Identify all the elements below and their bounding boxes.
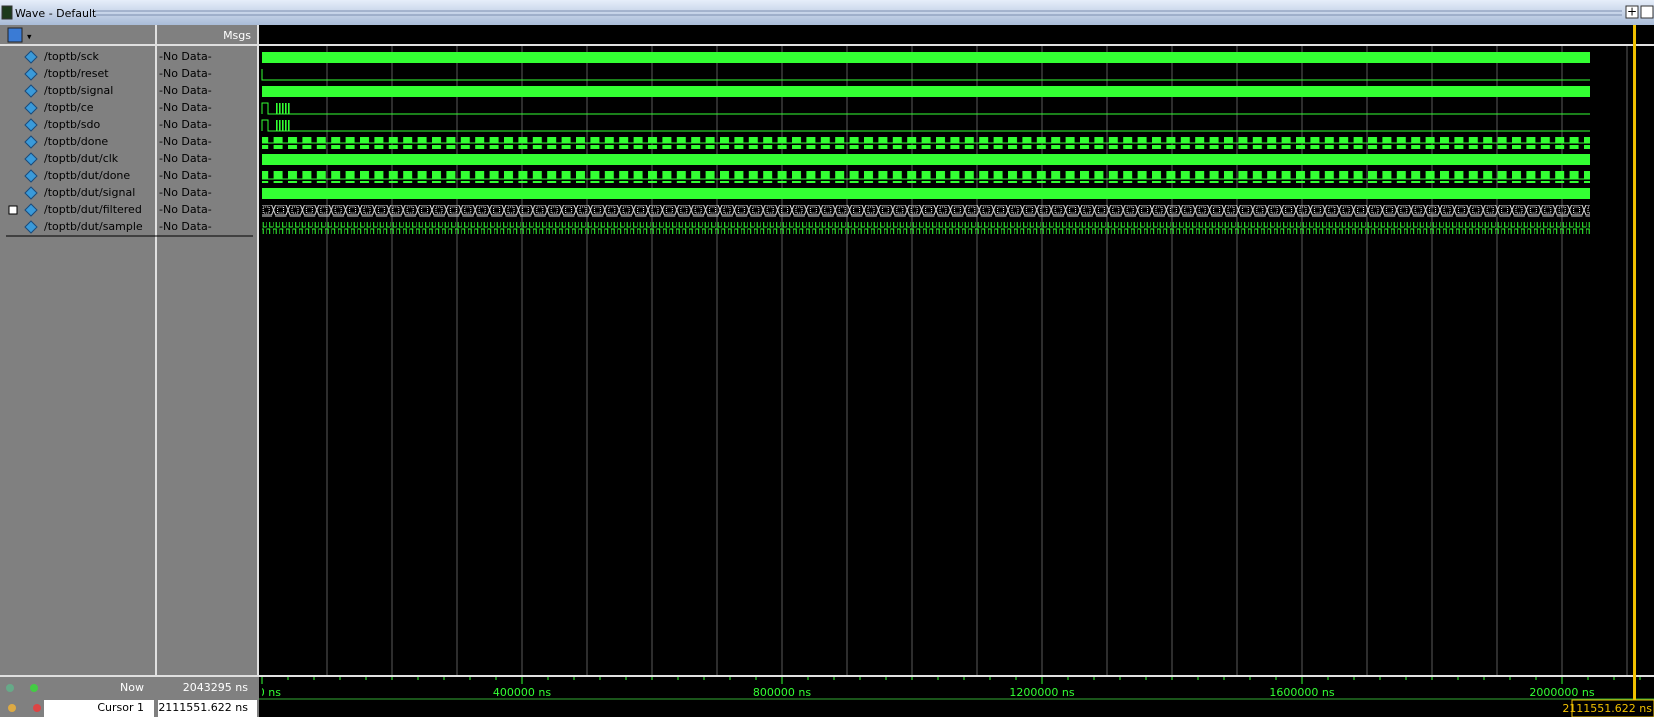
signal-value: -No Data- xyxy=(159,186,212,199)
cursor-name-box[interactable] xyxy=(44,700,154,717)
footer-separator xyxy=(259,675,1654,677)
msgs-header: Msgs xyxy=(223,29,251,42)
time-tick-label: 0 ns xyxy=(258,686,281,699)
waveform xyxy=(262,205,1590,217)
signal-name[interactable]: /toptb/dut/sample xyxy=(44,220,143,233)
waveform xyxy=(279,103,281,114)
signal-icon[interactable] xyxy=(24,220,38,234)
value-pane xyxy=(157,25,257,677)
waveform xyxy=(262,86,1590,97)
name-pane xyxy=(0,25,155,677)
time-tick-label: 1200000 ns xyxy=(1009,686,1074,699)
window-title: Wave - Default xyxy=(15,7,97,20)
footer-icon[interactable] xyxy=(30,684,38,692)
signal-value: -No Data- xyxy=(159,67,212,80)
waveform xyxy=(282,103,284,114)
time-tick-label: 2000000 ns xyxy=(1529,686,1594,699)
signal-name[interactable]: /toptb/reset xyxy=(44,67,109,80)
cursor-line[interactable] xyxy=(1633,25,1637,700)
waveform xyxy=(262,52,1590,63)
time-tick-label: 1600000 ns xyxy=(1269,686,1334,699)
waveform xyxy=(279,120,281,131)
signal-value: -No Data- xyxy=(159,135,212,148)
cursor-label: Cursor 1 xyxy=(97,701,144,714)
waveform xyxy=(261,119,1590,132)
signal-name[interactable]: /toptb/sck xyxy=(44,50,100,63)
cursor-label-box xyxy=(1571,699,1654,717)
undock-button[interactable] xyxy=(1640,5,1654,19)
signal-icon[interactable] xyxy=(24,84,38,98)
expand-icon: + xyxy=(1627,5,1637,19)
waveform xyxy=(261,69,1590,81)
signal-value: -No Data- xyxy=(159,152,212,165)
signal-name[interactable]: /toptb/dut/clk xyxy=(44,152,119,165)
title-bar xyxy=(0,0,1654,25)
window-icon[interactable] xyxy=(1,5,13,20)
footer-icon[interactable] xyxy=(8,704,16,712)
signal-icon[interactable] xyxy=(24,203,38,217)
time-tick-label: 400000 ns xyxy=(493,686,551,699)
waveform xyxy=(262,188,1590,199)
cursor-value-box[interactable] xyxy=(158,700,257,717)
waveform xyxy=(261,102,1590,115)
now-value: 2043295 ns xyxy=(183,681,248,694)
header-separator xyxy=(259,44,1654,46)
footer-separator xyxy=(0,675,259,677)
signal-icon[interactable] xyxy=(24,101,38,115)
signal-name[interactable]: /toptb/dut/filtered xyxy=(44,203,142,216)
signal-icon[interactable] xyxy=(24,186,38,200)
signal-name[interactable]: /toptb/dut/done xyxy=(44,169,130,182)
time-tick-label: 800000 ns xyxy=(753,686,811,699)
waveform xyxy=(285,120,287,131)
splitter[interactable] xyxy=(257,25,259,717)
signal-value: -No Data- xyxy=(159,84,212,97)
splitter[interactable] xyxy=(155,25,157,717)
waveform xyxy=(262,154,1590,165)
waveform xyxy=(282,120,284,131)
cursor-value: 2111551.622 ns xyxy=(158,701,248,714)
expand-button[interactable] xyxy=(1625,5,1639,19)
signal-name[interactable]: /toptb/done xyxy=(44,135,108,148)
waveform xyxy=(288,120,290,131)
toolbar-icon[interactable] xyxy=(7,27,23,43)
signal-icon[interactable] xyxy=(24,169,38,183)
signal-icon[interactable] xyxy=(24,152,38,166)
signal-icon[interactable] xyxy=(24,50,38,64)
waveform xyxy=(262,222,1590,234)
now-label: Now xyxy=(120,681,144,694)
waveform xyxy=(276,120,278,131)
waveform xyxy=(285,103,287,114)
signal-value: -No Data- xyxy=(159,203,212,216)
toolbar-dropdown[interactable]: ▾ xyxy=(27,33,32,43)
header-separator xyxy=(0,44,259,46)
footer-icon[interactable] xyxy=(33,704,41,712)
waveform xyxy=(288,103,290,114)
signal-name[interactable]: /toptb/sdo xyxy=(44,118,100,131)
waveform xyxy=(276,103,278,114)
waveform xyxy=(262,137,1590,149)
signal-value: -No Data- xyxy=(159,118,212,131)
cursor-time-label: 2111551.622 ns xyxy=(1562,702,1652,715)
signal-icon[interactable] xyxy=(24,67,38,81)
signal-value: -No Data- xyxy=(159,220,212,233)
expand-toggle[interactable] xyxy=(8,205,18,215)
signal-icon[interactable] xyxy=(24,118,38,132)
waveform xyxy=(262,171,1590,183)
signal-value: -No Data- xyxy=(159,50,212,63)
signal-icon[interactable] xyxy=(24,135,38,149)
signal-name[interactable]: /toptb/signal xyxy=(44,84,113,97)
signal-name[interactable]: /toptb/ce xyxy=(44,101,94,114)
signal-value: -No Data- xyxy=(159,169,212,182)
signal-name[interactable]: /toptb/dut/signal xyxy=(44,186,135,199)
signal-value: -No Data- xyxy=(159,101,212,114)
footer-icon[interactable] xyxy=(6,684,14,692)
